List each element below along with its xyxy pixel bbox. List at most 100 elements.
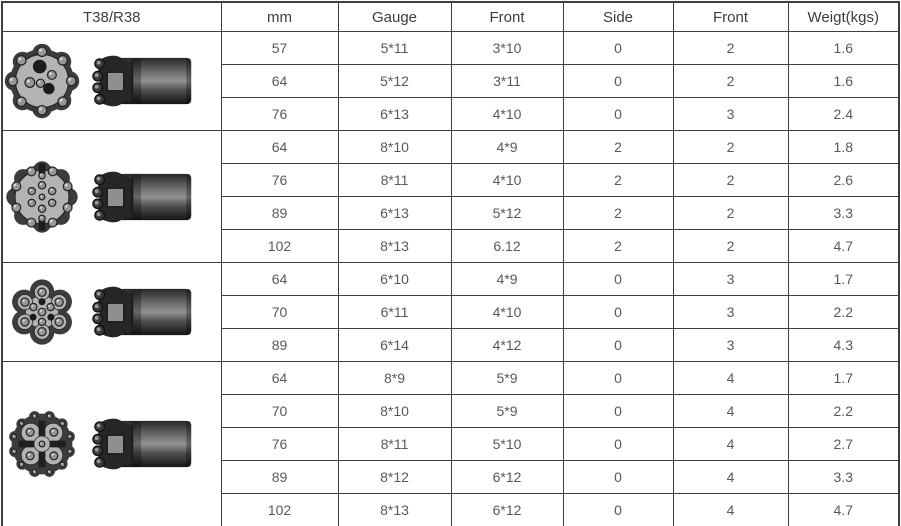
spec-row: 64 8*9 5*9 0 4 1.7: [1, 361, 900, 526]
cell-side: 0: [562, 31, 674, 65]
cell-front-gauge: 6.12: [450, 229, 564, 263]
cell-front-gauge: 5*12: [450, 196, 564, 230]
cell-mm: 64: [220, 64, 339, 98]
cell-front-count: 4: [672, 427, 789, 461]
cross-wing-retrac-bit-icon: [9, 411, 76, 477]
spec-row: 57 5*11 3*10 0 2 1.6: [1, 31, 900, 131]
cell-gauge: 8*10: [337, 130, 452, 164]
cell-front-gauge: 4*9: [450, 262, 564, 296]
cell-gauge: 8*11: [337, 163, 452, 197]
cell-mm: 76: [220, 163, 339, 197]
bit-image-cell: [1, 361, 222, 526]
cell-weight: 2.7: [787, 427, 900, 461]
spec-row: 70 6*11 4*10 0 3 2.2: [2, 295, 900, 329]
cell-gauge: 6*13: [337, 196, 452, 230]
cell-side: 2: [562, 229, 674, 263]
cell-weight: 2.6: [787, 163, 900, 197]
col-header-mm: mm: [220, 1, 339, 32]
cell-mm: 57: [220, 31, 339, 65]
cell-side: 0: [562, 64, 674, 98]
cell-front-gauge: 4*12: [450, 328, 564, 362]
bit-image-group: [3, 43, 221, 119]
table-corner-label: T38/R38: [1, 1, 222, 32]
cell-weight: 2.2: [787, 295, 900, 329]
cell-front-gauge: 4*10: [450, 163, 564, 197]
cell-mm: 102: [220, 229, 339, 263]
cell-weight: 1.7: [787, 262, 900, 296]
col-header-front-gauge: Front: [450, 1, 564, 32]
cell-front-count: 2: [672, 163, 789, 197]
cell-gauge: 6*13: [337, 97, 452, 131]
bit-side-profile-icon: [92, 418, 192, 470]
cell-mm: 89: [220, 196, 339, 230]
cell-mm: 70: [220, 394, 339, 428]
cell-front-count: 3: [672, 328, 789, 362]
bit-image-group: [3, 406, 221, 482]
cell-front-count: 2: [672, 31, 789, 65]
cell-mm: 89: [220, 460, 339, 494]
col-header-front-count: Front: [672, 1, 789, 32]
cell-weight: 2.2: [787, 394, 900, 428]
cell-side: 0: [562, 262, 674, 296]
cell-mm: 102: [220, 493, 339, 526]
col-header-weight: Weigt(kgs): [787, 1, 900, 32]
cell-front-count: 4: [672, 394, 789, 428]
cell-front-gauge: 6*12: [450, 460, 564, 494]
cell-weight: 4.3: [787, 328, 900, 362]
cell-gauge: 8*12: [337, 460, 452, 494]
cell-gauge: 8*13: [337, 493, 452, 526]
cell-side: 0: [562, 427, 674, 461]
cell-weight: 3.3: [787, 460, 900, 494]
spec-table-body: 57 5*11 3*10 0 2 1.6 64 5*12 3*11 0 2 1.6 76 6*13 4*10…: [1, 31, 900, 526]
spec-row: 76 8*11 4*10 2 2 2.6: [2, 163, 900, 197]
cell-front-count: 2: [672, 229, 789, 263]
cell-side: 0: [562, 295, 674, 329]
cell-front-gauge: 3*10: [450, 31, 564, 65]
cell-mm: 64: [220, 361, 339, 395]
cell-mm: 89: [220, 328, 339, 362]
cell-front-gauge: 4*10: [450, 295, 564, 329]
round-face-flush-hole-bit-icon: [5, 43, 80, 119]
cell-mm: 76: [220, 427, 339, 461]
cell-mm: 76: [220, 97, 339, 131]
cell-gauge: 8*13: [337, 229, 452, 263]
cell-mm: 64: [220, 262, 339, 296]
spec-row: 64 8*10 4*9 2 2 1.8: [1, 130, 900, 263]
cell-gauge: 8*11: [337, 427, 452, 461]
cell-front-count: 4: [672, 361, 789, 395]
cell-front-count: 2: [672, 64, 789, 98]
cell-front-count: 4: [672, 493, 789, 526]
cell-weight: 4.7: [787, 229, 900, 263]
bit-image-cell: [1, 31, 222, 131]
cell-gauge: 6*14: [337, 328, 452, 362]
cell-gauge: 6*10: [337, 262, 452, 296]
cell-front-gauge: 4*10: [450, 97, 564, 131]
cell-front-count: 3: [672, 295, 789, 329]
cell-weight: 2.4: [787, 97, 900, 131]
cell-weight: 4.7: [787, 493, 900, 526]
cell-gauge: 8*10: [337, 394, 452, 428]
bit-side-profile-icon: [92, 286, 192, 338]
cell-weight: 1.7: [787, 361, 900, 395]
cell-side: 0: [562, 493, 674, 526]
spec-row: 64 6*10 4*9 0 3 1.7: [1, 262, 900, 362]
round-face-eight-button-bit-icon: [6, 160, 78, 233]
cell-front-gauge: 5*10: [450, 427, 564, 461]
cell-gauge: 8*9: [337, 361, 452, 395]
cell-gauge: 5*11: [337, 31, 452, 65]
cell-weight: 3.3: [787, 196, 900, 230]
cell-weight: 1.6: [787, 64, 900, 98]
cell-side: 2: [562, 163, 674, 197]
spec-row: 64 5*12 3*11 0 2 1.6: [2, 64, 900, 98]
spec-row: 70 8*10 5*9 0 4 2.2: [2, 394, 900, 428]
bit-side-profile-icon: [92, 171, 192, 222]
spec-row: 102 8*13 6*12 0 4 4.7: [2, 493, 900, 526]
cell-front-count: 2: [672, 196, 789, 230]
cell-gauge: 5*12: [337, 64, 452, 98]
cell-side: 0: [562, 460, 674, 494]
six-lobe-retrac-bit-icon: [12, 279, 73, 345]
cell-mm: 64: [220, 130, 339, 164]
cell-side: 2: [562, 130, 674, 164]
